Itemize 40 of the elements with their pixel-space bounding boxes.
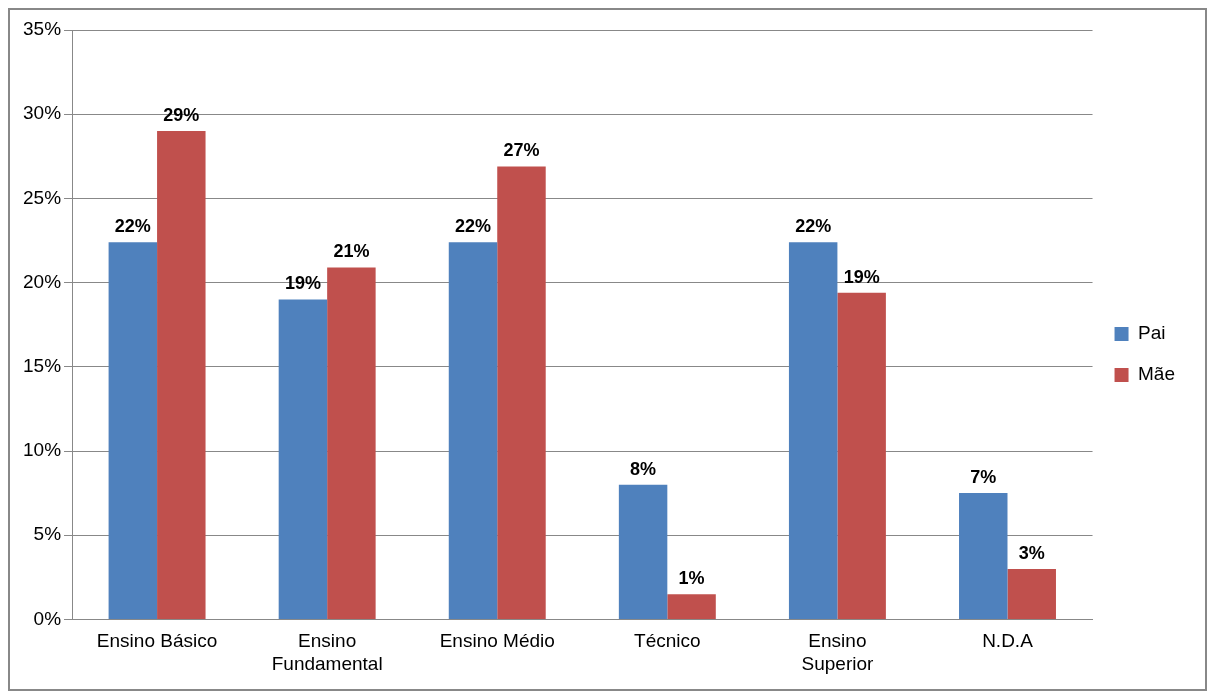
y-tick-label: 15% xyxy=(23,355,62,377)
bar xyxy=(157,131,206,619)
legend-label: Mãe xyxy=(1138,363,1176,385)
bar xyxy=(448,242,498,619)
y-tick-label: 20% xyxy=(23,270,62,292)
y-tick-label: 10% xyxy=(23,439,62,461)
bar xyxy=(327,267,376,619)
data-label: 29% xyxy=(163,105,200,126)
data-label: 22% xyxy=(454,216,492,237)
legend-label: Pai xyxy=(1138,322,1166,344)
data-label: 8% xyxy=(630,458,657,479)
data-label: 19% xyxy=(284,273,321,294)
y-tick-label: 30% xyxy=(23,102,62,124)
bar xyxy=(497,166,546,619)
bar xyxy=(1007,568,1056,619)
x-tick-label: Ensino Fundamental xyxy=(271,630,383,674)
data-label: 7% xyxy=(970,467,997,488)
bar xyxy=(667,594,716,619)
data-label: 22% xyxy=(114,216,151,237)
bar xyxy=(837,292,886,619)
bar xyxy=(108,242,158,619)
bar xyxy=(788,242,838,619)
bar xyxy=(278,299,328,619)
y-tick-label: 5% xyxy=(33,523,62,545)
bar xyxy=(618,484,668,619)
data-label: 22% xyxy=(795,216,832,237)
y-tick-label: 25% xyxy=(23,186,62,208)
x-tick-label: N.D.A xyxy=(982,630,1034,652)
data-label: 27% xyxy=(503,140,540,161)
data-label: 19% xyxy=(843,266,880,287)
data-label: 1% xyxy=(678,568,705,589)
data-label: 3% xyxy=(1018,542,1045,563)
bar xyxy=(959,493,1008,619)
data-label: 21% xyxy=(333,241,370,262)
x-tick-label: Ensino Superior xyxy=(801,630,874,674)
x-tick-label: Técnico xyxy=(634,630,701,652)
x-tick-label: Ensino Básico xyxy=(96,630,218,652)
x-tick-label: Ensino Médio xyxy=(439,630,555,652)
y-tick-label: 35% xyxy=(23,18,62,40)
y-tick-label: 0% xyxy=(33,607,62,629)
